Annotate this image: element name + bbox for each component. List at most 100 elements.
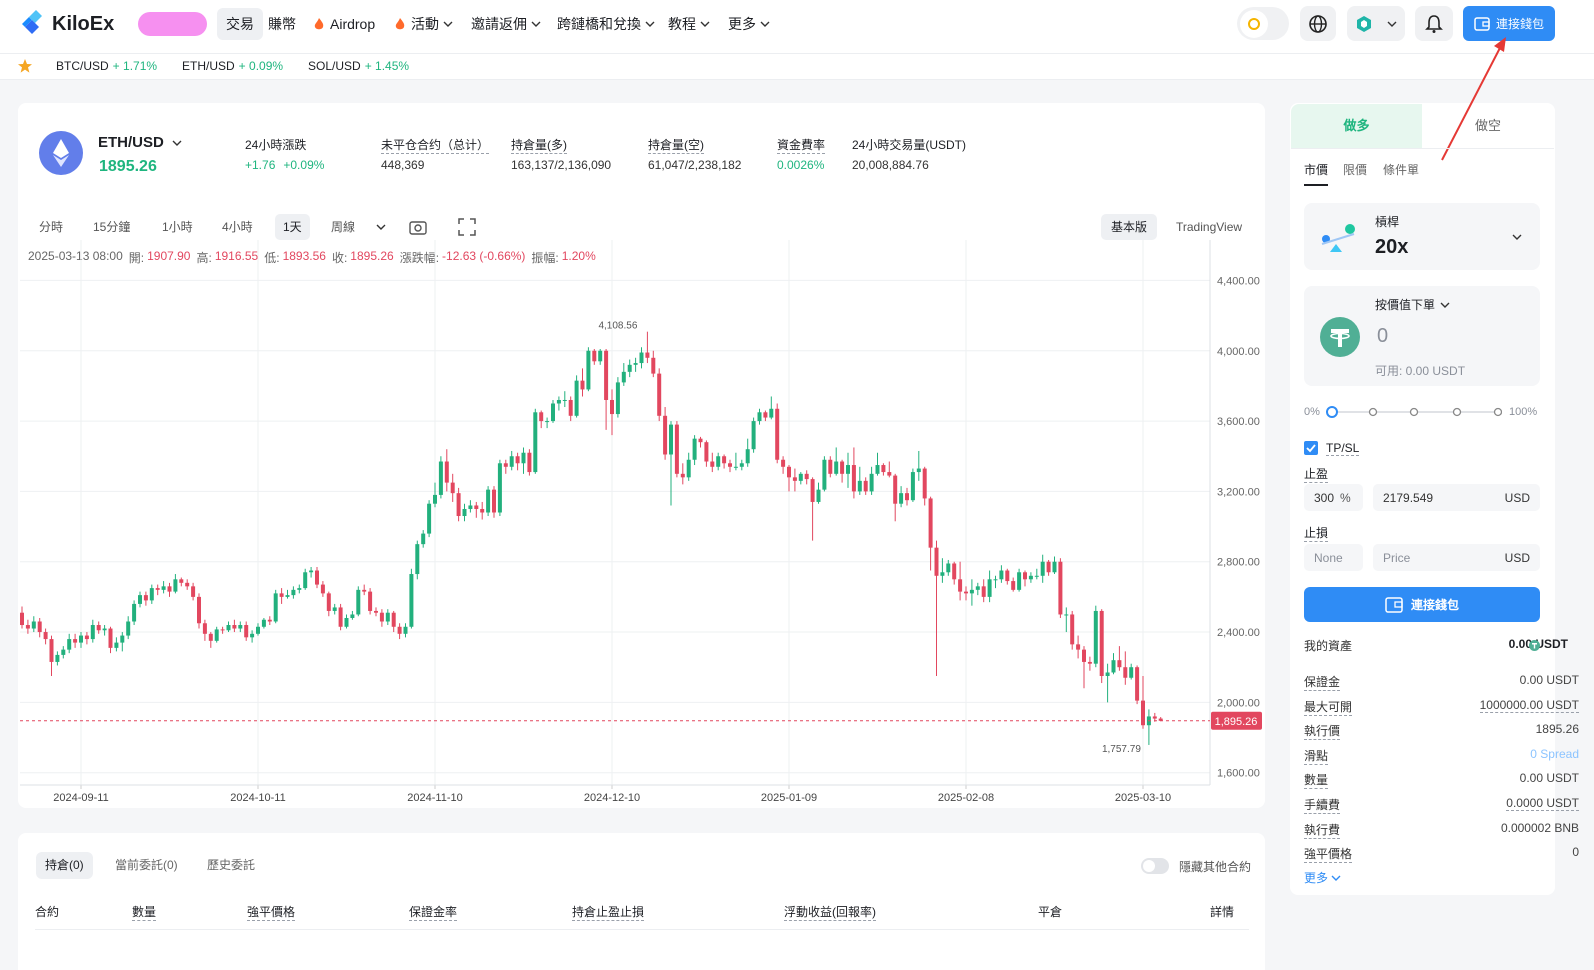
positions-tab[interactable]: 持倉(0) xyxy=(36,852,93,879)
nav-item[interactable]: Airdrop xyxy=(309,8,379,40)
candle-body xyxy=(1040,561,1045,576)
chevron-part xyxy=(1331,875,1341,881)
chevron xyxy=(645,21,655,27)
chevron-part xyxy=(760,21,770,27)
candle-body xyxy=(515,456,520,464)
order-type-tab[interactable]: 條件單 xyxy=(1383,163,1420,177)
percent-input[interactable]: 300% xyxy=(1304,484,1363,511)
stat-label: 持倉量(空) xyxy=(648,138,704,154)
more-link[interactable]: 更多 xyxy=(1304,869,1341,886)
candle-body xyxy=(332,607,337,611)
candle-body xyxy=(1158,718,1163,721)
logo-icon-part xyxy=(29,10,42,23)
candle-body xyxy=(179,579,184,583)
info-label: 滑點 xyxy=(1304,749,1329,765)
candle-body xyxy=(615,382,620,415)
order-connect-button[interactable]: 連接錢包 xyxy=(1304,587,1540,622)
candle-body xyxy=(67,639,72,650)
price-input[interactable]: 2179.549 USD xyxy=(1373,484,1540,511)
positions-tab[interactable]: 當前委託(0) xyxy=(115,858,178,872)
wallet-icon-part xyxy=(1385,596,1403,613)
network-button[interactable] xyxy=(1347,6,1405,41)
bell-icon xyxy=(1425,14,1443,33)
interval-tab[interactable]: 4小時 xyxy=(222,220,253,234)
x-tick-label: 2025-03-10 xyxy=(1115,792,1171,804)
chain-icon xyxy=(1357,15,1371,32)
ticker-item[interactable]: ETH/USD + 0.09% xyxy=(182,59,283,73)
candle-body xyxy=(822,459,827,490)
interval-tab[interactable]: 周線 xyxy=(331,220,356,234)
amount-mode[interactable]: 按價值下單 xyxy=(1375,296,1450,313)
ticker-item[interactable]: SOL/USD + 1.45% xyxy=(308,59,409,73)
stat-label: 持倉量(多) xyxy=(511,138,567,154)
candle-body xyxy=(527,452,532,473)
candle-body xyxy=(893,475,898,504)
column-header: 保證金率 xyxy=(409,905,458,921)
sun-icon-part xyxy=(1248,18,1260,30)
candle-body xyxy=(857,480,862,492)
usdt-icon-part xyxy=(1330,332,1350,340)
long-tab[interactable]: 做多 xyxy=(1291,104,1422,148)
order-type-tab[interactable]: 市價 xyxy=(1304,161,1329,186)
interval-tab[interactable]: 15分鐘 xyxy=(93,220,131,234)
interval-tab[interactable]: 分時 xyxy=(39,220,64,234)
candle-body xyxy=(739,463,744,467)
nav-item[interactable]: 交易 xyxy=(217,8,263,40)
column-header: 詳情 xyxy=(1210,905,1235,919)
language-button[interactable] xyxy=(1300,6,1336,41)
candle-body xyxy=(804,473,809,480)
candle-body xyxy=(161,586,166,590)
price-input[interactable]: Price USD xyxy=(1373,544,1540,571)
order-type-tab[interactable]: 限價 xyxy=(1343,163,1368,177)
amount-input[interactable]: 0 xyxy=(1377,325,1389,347)
slider-part xyxy=(1368,407,1378,417)
short-tab[interactable]: 做空 xyxy=(1474,118,1501,133)
ohlc-value: 1.20% xyxy=(561,249,596,263)
interval-tab[interactable]: 1小時 xyxy=(162,220,193,234)
ohlc-label: 高: xyxy=(196,251,212,265)
stat-value-text: 448,369 xyxy=(381,158,425,172)
ticker-item[interactable]: BTC/USD + 1.71% xyxy=(56,59,157,73)
candle-body xyxy=(798,473,803,481)
x-tick-label: 2024-11-10 xyxy=(407,792,462,804)
nav-item[interactable]: 教程 xyxy=(664,8,714,40)
candle-body xyxy=(379,612,384,622)
tpsl-label[interactable]: TP/SL xyxy=(1326,441,1360,456)
pair-selector[interactable]: ETH/USD xyxy=(98,134,182,151)
ohlc-item: 低: 1893.56 xyxy=(264,249,326,266)
nav-item[interactable]: 邀請返佣 xyxy=(467,8,545,40)
candle-body xyxy=(751,421,756,450)
chevron-part xyxy=(172,140,182,146)
nav-item[interactable]: 賺幣 xyxy=(264,8,300,40)
nav-item[interactable]: 更多 xyxy=(724,8,774,40)
fire-icon xyxy=(314,18,324,30)
nav-item[interactable]: 活動 xyxy=(390,8,457,40)
connect-wallet-button[interactable]: 連接錢包 xyxy=(1463,6,1555,41)
ohlc-label: 收: xyxy=(331,251,348,265)
positions-card xyxy=(18,833,1265,970)
candle-body xyxy=(320,584,325,594)
positions-tab[interactable]: 歷史委託 xyxy=(207,858,256,872)
percent-input[interactable]: None xyxy=(1304,544,1363,571)
candle-body xyxy=(846,465,850,474)
candle-body xyxy=(604,350,609,400)
candle-body xyxy=(238,625,243,629)
info-label: 最大可開 xyxy=(1304,700,1353,716)
leverage-icon-part xyxy=(1345,224,1355,234)
notification-button[interactable] xyxy=(1415,6,1453,41)
view-tab[interactable]: 基本版 xyxy=(1101,214,1158,240)
candle-body xyxy=(663,415,668,455)
promo-pill[interactable] xyxy=(138,12,207,36)
ohlc-value: -12.63 (-0.66%) xyxy=(442,249,526,263)
candle-body xyxy=(244,625,249,638)
candle-body xyxy=(922,468,927,499)
interval-tab[interactable]: 1天 xyxy=(275,214,310,240)
nav-item[interactable]: 跨鏈橋和兌換 xyxy=(553,8,659,40)
candle-body xyxy=(733,466,738,468)
bell-icon-part xyxy=(1432,29,1436,33)
view-tab[interactable]: TradingView xyxy=(1176,220,1243,234)
y-tick-label: 4,400.00 xyxy=(1217,275,1260,287)
candle-body xyxy=(999,570,1004,580)
fire-icon xyxy=(395,18,405,30)
candle-body xyxy=(828,459,833,474)
